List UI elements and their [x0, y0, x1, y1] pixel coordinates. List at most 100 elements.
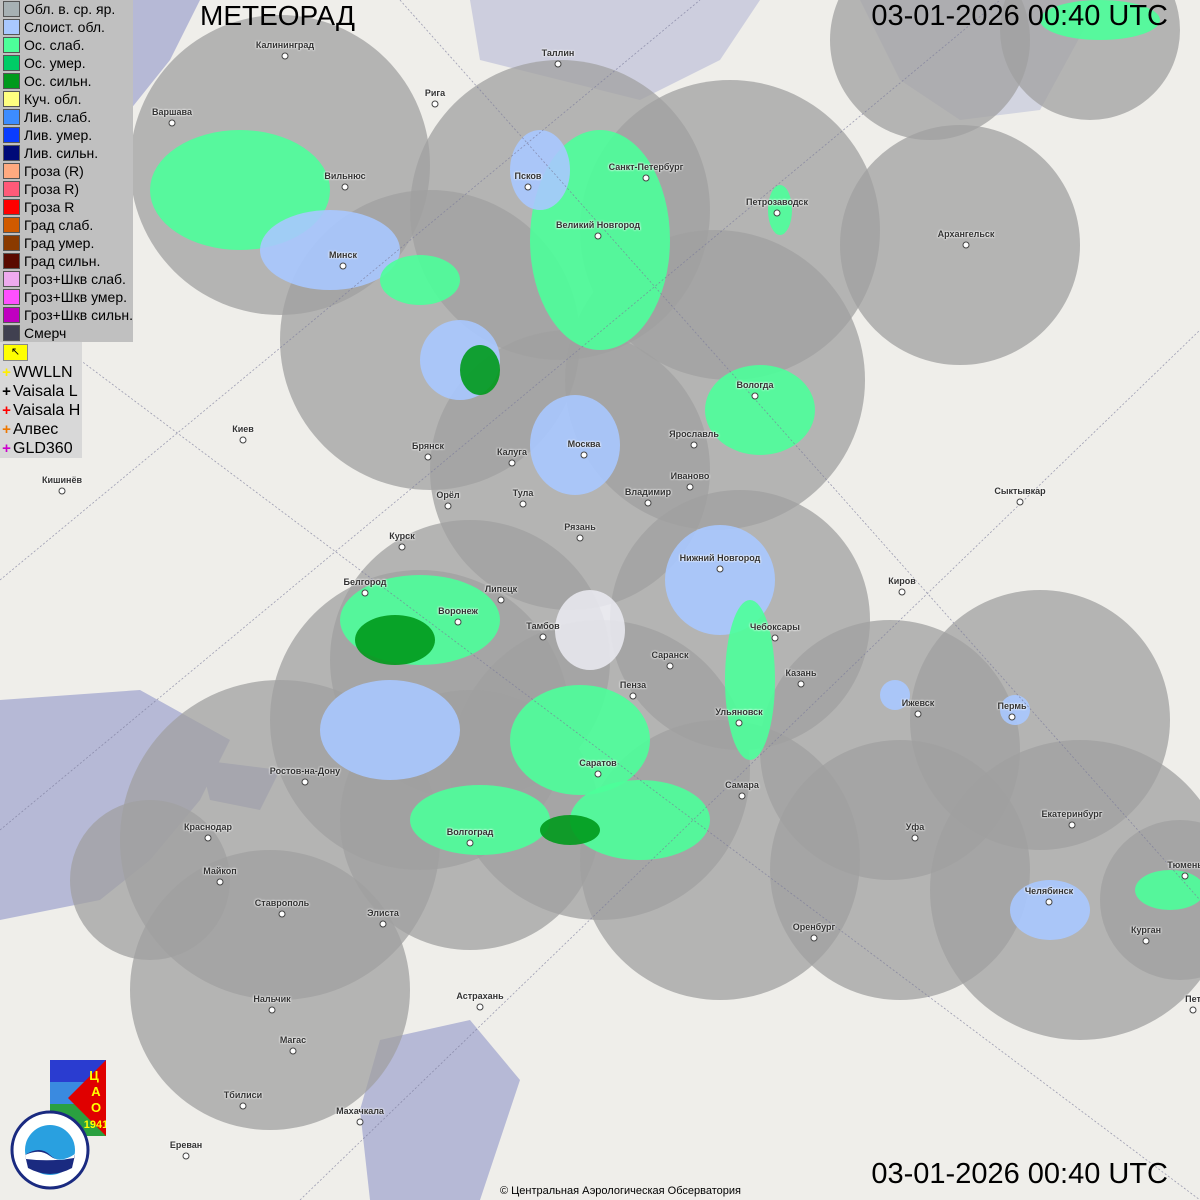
legend-item: Град слаб.: [0, 216, 133, 234]
city-label: Архангельск: [937, 229, 995, 239]
lightning-toggle-button[interactable]: ↖: [3, 344, 28, 361]
lightning-label: GLD360: [13, 439, 73, 457]
legend-swatch: [3, 91, 20, 107]
city-marker-icon: [58, 487, 66, 495]
city-label: Пермь: [997, 701, 1027, 711]
precipitation-area: [705, 365, 815, 455]
lightning-label: Vaisala H: [13, 401, 81, 419]
legend-label: Гроз+Шкв слаб.: [24, 271, 126, 287]
city-marker-icon: [356, 1118, 364, 1126]
precipitation-area: [570, 780, 710, 860]
city-marker-icon: [1045, 898, 1053, 906]
city-label: Челябинск: [1024, 886, 1074, 896]
precipitation-area: [380, 255, 460, 305]
legend-item: Гроз+Шкв слаб.: [0, 270, 133, 288]
precipitation-area: [510, 130, 570, 210]
city-marker-icon: [204, 834, 212, 842]
precipitation-area: [460, 345, 500, 395]
legend-swatch: [3, 19, 20, 35]
city-marker-icon: [629, 692, 637, 700]
city-marker-icon: [666, 662, 674, 670]
precipitation-area: [1135, 870, 1200, 910]
city-label: Рига: [424, 88, 446, 98]
city-label: Саратов: [579, 758, 617, 768]
city-marker-icon: [1181, 872, 1189, 880]
city-label: Ереван: [169, 1140, 203, 1150]
city-marker-icon: [686, 483, 694, 491]
legend-swatch: [3, 217, 20, 233]
lightning-source-item: + Алвес: [0, 420, 82, 439]
lightning-legend: ↖ + WWLLN + Vaisala L + Vaisala H + Алвес + GLD36…: [0, 342, 82, 458]
city-label: Белгород: [343, 577, 387, 587]
city-label: Нальчик: [253, 994, 291, 1004]
city-label: Тюмень: [1167, 860, 1200, 870]
city-marker-icon: [281, 52, 289, 60]
city-marker-icon: [431, 100, 439, 108]
legend-item: Град сильн.: [0, 252, 133, 270]
legend-item: Лив. умер.: [0, 126, 133, 144]
legend-label: Гроз+Шкв умер.: [24, 289, 128, 305]
city-label: Казань: [785, 668, 817, 678]
city-marker-icon: [539, 633, 547, 641]
app-title: МЕТЕОРАД: [200, 0, 355, 31]
legend-item: Гроза R: [0, 198, 133, 216]
city-marker-icon: [339, 262, 347, 270]
precipitation-area: [410, 785, 550, 855]
city-label: Псков: [514, 171, 542, 181]
legend-swatch: [3, 199, 20, 215]
legend-label: Град умер.: [24, 235, 95, 251]
legend-swatch: [3, 307, 20, 323]
city-label: Астрахань: [456, 991, 504, 1001]
city-label: Самара: [725, 780, 759, 790]
city-marker-icon: [1008, 713, 1016, 721]
legend-label: Гроз+Шкв сильн.: [24, 307, 133, 323]
svg-text:Ц: Ц: [89, 1068, 99, 1083]
legend-label: Лив. сильн.: [24, 145, 99, 161]
city-label: Тбилиси: [223, 1090, 263, 1100]
city-label: Курск: [389, 531, 415, 541]
city-label: Ижевск: [901, 698, 935, 708]
city-marker-icon: [642, 174, 650, 182]
svg-text:А: А: [91, 1084, 101, 1099]
city-marker-icon: [341, 183, 349, 191]
city-marker-icon: [278, 910, 286, 918]
city-label: Майкоп: [203, 866, 237, 876]
precipitation-area: [355, 615, 435, 665]
timestamp-top: 03-01-2026 00:40 UTC: [871, 0, 1168, 32]
city-marker-icon: [1189, 1006, 1197, 1014]
radar-coverage-circle: [830, 0, 1030, 140]
city-label: Петрозаводск: [746, 197, 808, 207]
city-marker-icon: [735, 719, 743, 727]
city-marker-icon: [1142, 937, 1150, 945]
legend-swatch: [3, 253, 20, 269]
city-label: Краснодар: [183, 822, 233, 832]
legend-swatch: [3, 235, 20, 251]
city-marker-icon: [911, 834, 919, 842]
legend-swatch: [3, 127, 20, 143]
lightning-label: Алвес: [13, 420, 59, 438]
legend-item: Гроза (R): [0, 162, 133, 180]
legend-item: Гроза R): [0, 180, 133, 198]
city-label: Киев: [232, 424, 254, 434]
city-label: Волгоград: [446, 827, 494, 837]
city-label: Владимир: [624, 487, 672, 497]
legend-item: Обл. в. ср. яр.: [0, 0, 133, 18]
city-marker-icon: [914, 710, 922, 718]
city-label: Калининград: [255, 40, 315, 50]
precipitation-area: [510, 685, 650, 795]
city-label: Ставрополь: [254, 898, 310, 908]
precipitation-area: [768, 185, 792, 235]
city-label: Пет: [1185, 994, 1200, 1004]
city-label: Вильнюс: [324, 171, 366, 181]
city-marker-icon: [594, 770, 602, 778]
legend-label: Град слаб.: [24, 217, 94, 233]
legend-label: Град сильн.: [24, 253, 101, 269]
precipitation-area: [555, 590, 625, 670]
city-marker-icon: [1016, 498, 1024, 506]
lightning-source-item: + GLD360: [0, 439, 82, 458]
city-marker-icon: [239, 1102, 247, 1110]
city-label: Махачкала: [336, 1106, 384, 1116]
legend-item: Куч. обл.: [0, 90, 133, 108]
precipitation: [150, 0, 1200, 940]
